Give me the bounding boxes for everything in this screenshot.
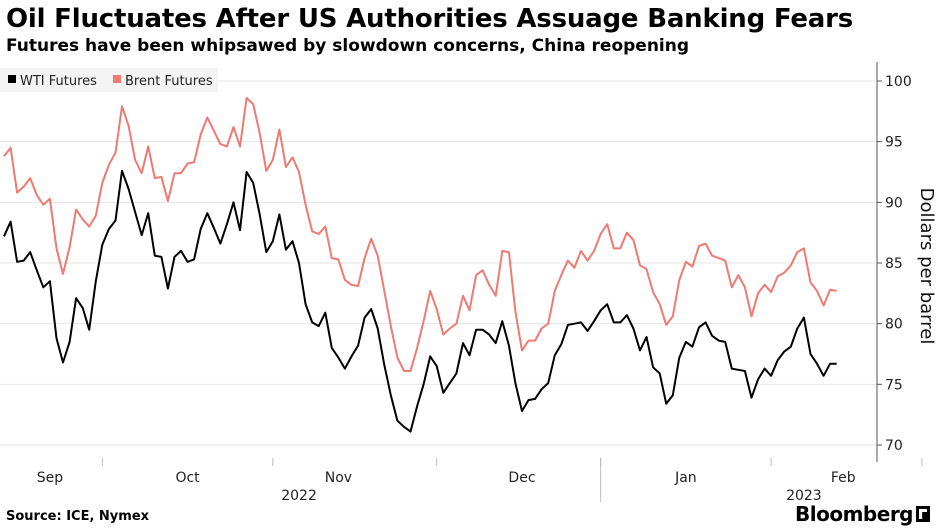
legend-box [0,68,218,92]
month-dividers [101,458,923,502]
y-tick-label: 100 [885,74,912,90]
y-tick-label: 75 [885,377,903,393]
chart-subtitle: Futures have been whipsawed by slowdown … [6,36,690,56]
chart-title: Oil Fluctuates After US Authorities Assu… [6,4,854,34]
legend-swatch-brent [113,75,121,83]
year-label: 2023 [786,488,822,504]
bloomberg-logo: Bloomberg [795,502,930,526]
x-tick-label: Jan [674,470,697,486]
gridlines [0,80,877,446]
x-tick-label: Oct [175,470,200,486]
series-line-brent-futures [3,97,837,372]
brand-name: Bloomberg [795,502,913,526]
y-tick-label: 95 [885,135,903,151]
y-tick-label: 80 [885,317,903,333]
source-note: Source: ICE, Nymex [6,509,150,524]
x-tick-label: Sep [37,470,64,486]
y-axis-label: Dollars per barrel [916,188,937,345]
x-tick-label: Feb [831,470,856,486]
x-tick-label: Nov [325,470,352,486]
legend-label-wti: WTI Futures [20,74,97,89]
y-tick-label: 90 [885,195,903,211]
year-label: 2022 [281,488,317,504]
y-tick-label: 85 [885,256,903,272]
legend-label-brent: Brent Futures [125,74,213,89]
legend-swatch-wti [8,75,16,83]
axes: 70 75 80 85 90 95 100 Sep Oct Nov Dec Jan Feb 2022 202… [37,62,912,504]
series-lines [3,97,837,433]
series-line-wti-futures [3,169,837,433]
y-tick-label: 70 [885,438,903,454]
x-tick-label: Dec [508,470,535,486]
bloomberg-mark-icon [916,506,930,522]
legend: WTI Futures Brent Futures [0,68,218,92]
